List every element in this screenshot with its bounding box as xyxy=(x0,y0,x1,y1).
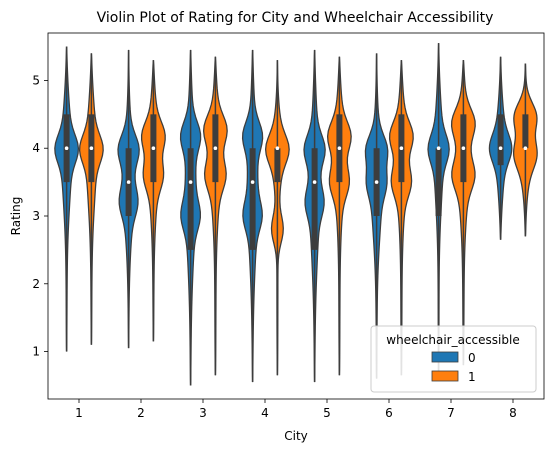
legend: wheelchair_accessible 0 1 xyxy=(371,326,536,392)
x-tick-label-3: 3 xyxy=(199,406,207,420)
x-tick-label-2: 2 xyxy=(137,406,145,420)
x-tick-label-5: 5 xyxy=(323,406,331,420)
violin-box-1-city-4 xyxy=(274,148,280,182)
violin-median-0-city-3 xyxy=(189,180,193,184)
legend-swatch-1 xyxy=(432,371,458,381)
violin-median-0-city-4 xyxy=(251,180,255,184)
x-axis-label: City xyxy=(284,429,308,443)
x-tick-label-7: 7 xyxy=(447,406,455,420)
y-tick-label-1: 1 xyxy=(32,345,40,359)
violin-box-0-city-3 xyxy=(188,148,194,250)
violin-median-1-city-2 xyxy=(152,146,156,150)
violin-median-0-city-5 xyxy=(313,180,317,184)
violin-median-1-city-3 xyxy=(214,146,218,150)
violin-median-0-city-7 xyxy=(437,146,441,150)
violin-median-0-city-8 xyxy=(499,146,503,150)
violin-box-0-city-7 xyxy=(436,148,442,216)
violin-median-0-city-6 xyxy=(375,180,379,184)
violin-box-1-city-8 xyxy=(522,114,528,148)
violin-box-0-city-4 xyxy=(250,148,256,250)
y-tick-label-4: 4 xyxy=(32,141,40,155)
violin-median-0-city-2 xyxy=(127,180,131,184)
legend-label-1: 1 xyxy=(468,370,476,384)
y-axis-label: Rating xyxy=(9,197,23,236)
legend-title: wheelchair_accessible xyxy=(386,333,519,347)
violin-box-0-city-5 xyxy=(312,148,318,250)
y-tick-label-3: 3 xyxy=(32,209,40,223)
x-tick-label-8: 8 xyxy=(509,406,517,420)
x-tick-label-6: 6 xyxy=(385,406,393,420)
y-tick-label-2: 2 xyxy=(32,277,40,291)
x-tick-label-1: 1 xyxy=(75,406,83,420)
violin-median-1-city-1 xyxy=(90,146,94,150)
violin-median-1-city-8 xyxy=(524,146,528,150)
violin-median-1-city-5 xyxy=(338,146,342,150)
violin-median-0-city-1 xyxy=(65,146,69,150)
legend-swatch-0 xyxy=(432,352,458,362)
violin-median-1-city-4 xyxy=(276,146,280,150)
legend-label-0: 0 xyxy=(468,351,476,365)
violin-median-1-city-7 xyxy=(462,146,466,150)
violin-box-0-city-8 xyxy=(498,114,504,165)
chart-title: Violin Plot of Rating for City and Wheel… xyxy=(97,10,494,26)
violin-median-1-city-6 xyxy=(400,146,404,150)
x-tick-label-4: 4 xyxy=(261,406,269,420)
y-tick-label-5: 5 xyxy=(32,73,40,87)
